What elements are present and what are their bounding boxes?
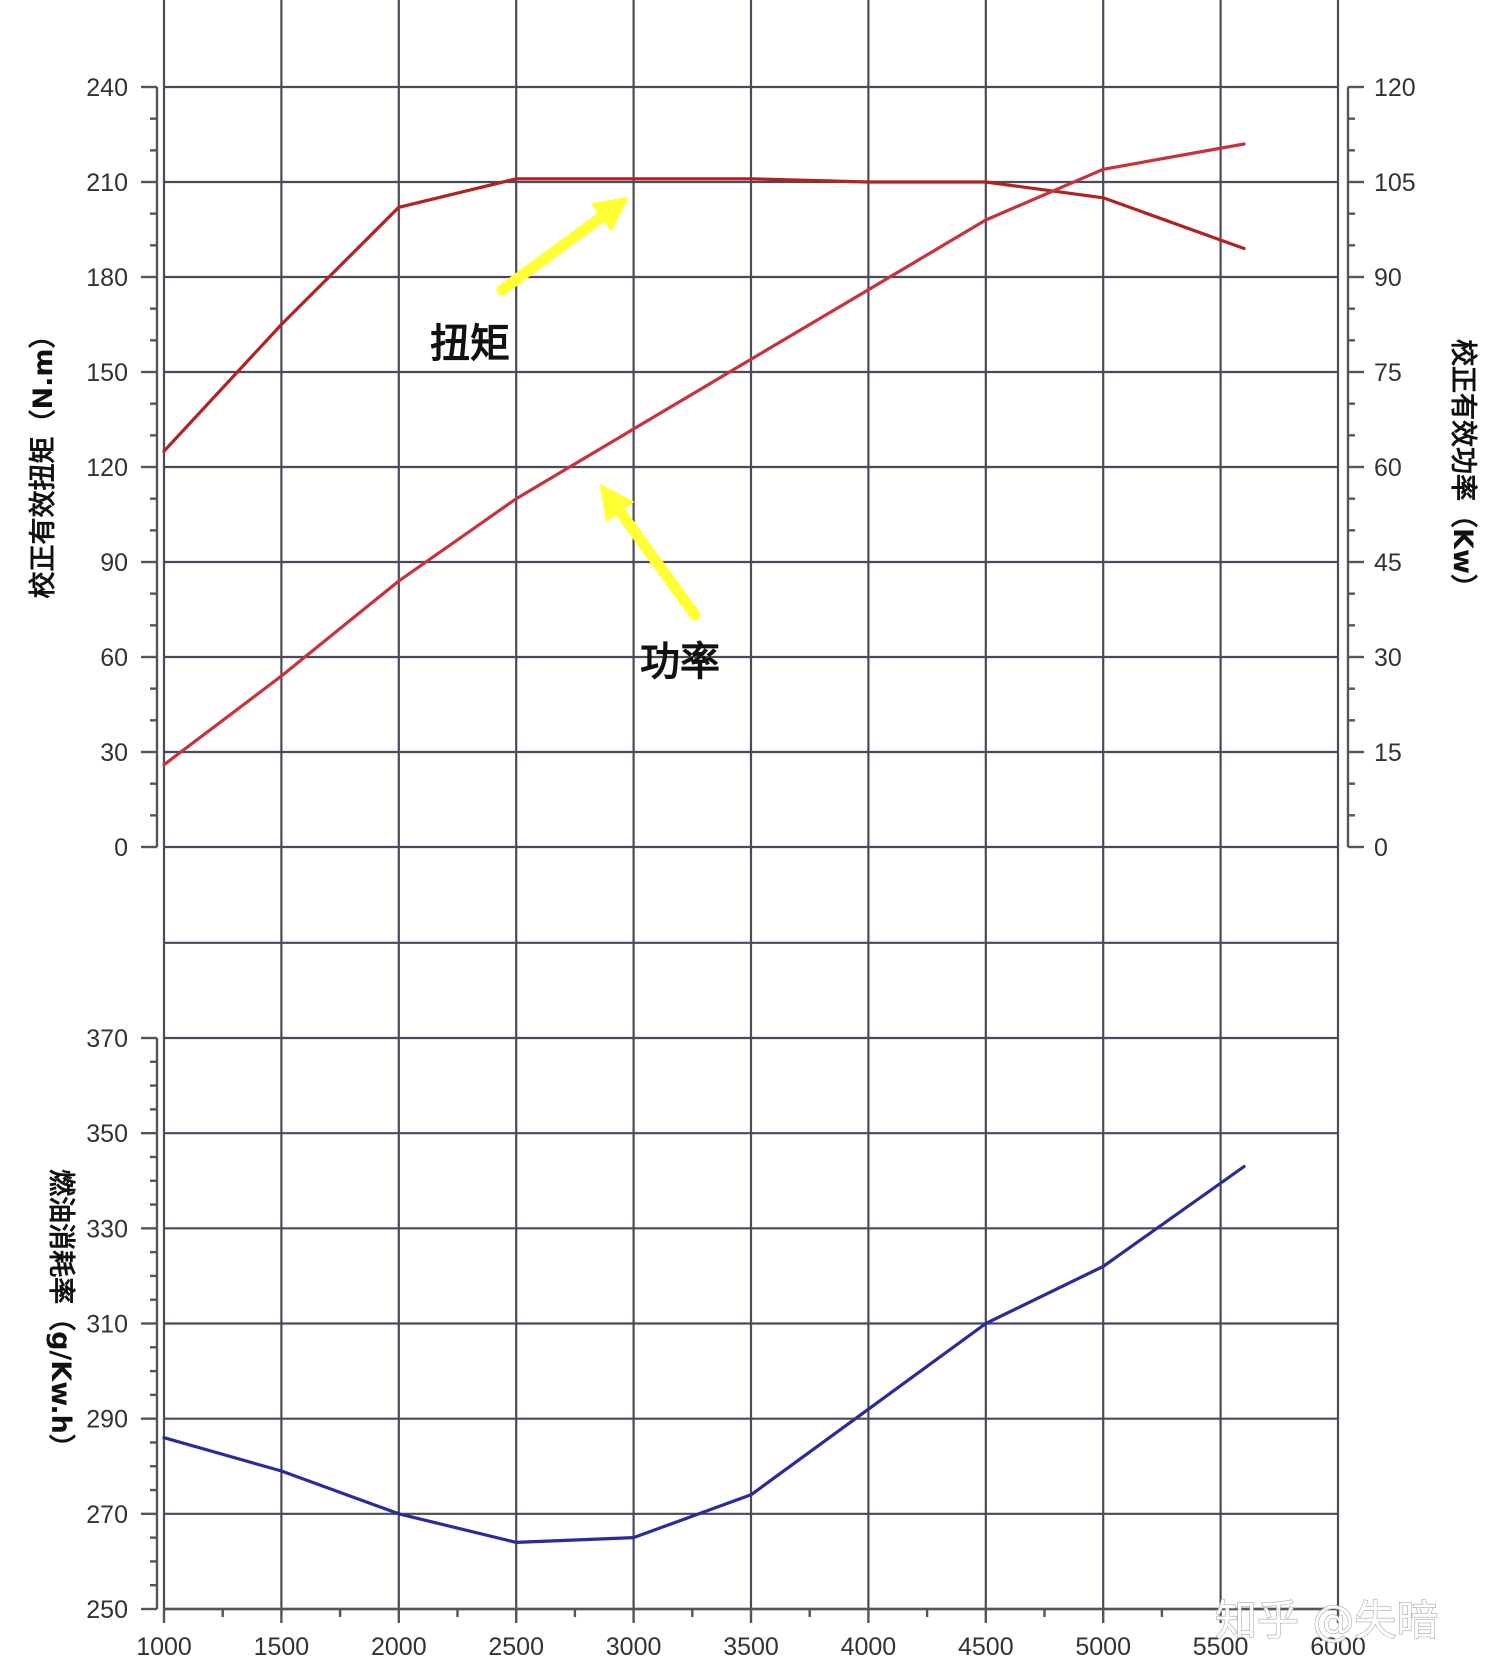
left-tick-label: 240 bbox=[86, 74, 128, 102]
torque-annotation-arrow bbox=[496, 196, 630, 296]
grid bbox=[162, 0, 1340, 1611]
right-tick-label: 15 bbox=[1374, 739, 1402, 767]
bottom-tick-label: 250 bbox=[86, 1596, 128, 1624]
axes: 0 30 60 90 120 150 180 210 240 0 15 30 45 60 75 90 105 12… bbox=[27, 74, 1479, 1661]
right-tick-label: 120 bbox=[1374, 74, 1416, 102]
power-line bbox=[162, 142, 1246, 767]
left-axis-title: 校正有效扭矩（N.m） bbox=[27, 322, 59, 599]
bottom-tick-label: 310 bbox=[86, 1311, 128, 1339]
left-tick-label: 30 bbox=[100, 739, 128, 767]
torque-annotation-label: 扭矩 bbox=[430, 321, 510, 367]
power-annotation-arrow bbox=[599, 483, 701, 621]
right-tick-label: 105 bbox=[1374, 169, 1416, 197]
series bbox=[162, 142, 1246, 1545]
bottom-tick-label: 270 bbox=[86, 1501, 128, 1529]
x-tick-label: 1000 bbox=[136, 1633, 192, 1661]
right-tick-label: 90 bbox=[1374, 264, 1402, 292]
left-tick-label: 210 bbox=[86, 169, 128, 197]
left-tick-label: 60 bbox=[100, 644, 128, 672]
right-axis-title: 校正有效功率（Kw） bbox=[1447, 339, 1479, 601]
left-tick-label: 150 bbox=[86, 359, 128, 387]
x-tick-label: 3000 bbox=[606, 1633, 662, 1661]
x-tick-label: 4500 bbox=[958, 1633, 1014, 1661]
torque-line bbox=[162, 177, 1246, 453]
bottom-tick-label: 330 bbox=[86, 1215, 128, 1243]
x-tick-label: 3500 bbox=[723, 1633, 779, 1661]
x-tick-label: 5000 bbox=[1075, 1633, 1131, 1661]
right-tick-label: 45 bbox=[1374, 549, 1402, 577]
left-tick-label: 0 bbox=[114, 834, 128, 862]
left-tick-label: 90 bbox=[100, 549, 128, 577]
bottom-tick-label: 290 bbox=[86, 1406, 128, 1434]
right-tick-label: 30 bbox=[1374, 644, 1402, 672]
power-annotation-label: 功率 bbox=[640, 639, 720, 685]
x-tick-label: 2500 bbox=[488, 1633, 544, 1661]
bottom-tick-label: 370 bbox=[86, 1025, 128, 1053]
right-tick-label: 75 bbox=[1374, 359, 1402, 387]
x-tick-label: 1500 bbox=[254, 1633, 310, 1661]
left-tick-label: 120 bbox=[86, 454, 128, 482]
x-tick-label: 5500 bbox=[1193, 1633, 1249, 1661]
bottom-tick-label: 350 bbox=[86, 1120, 128, 1148]
bottom-axis-title: 燃油消耗率（g/Kw.h） bbox=[45, 1169, 77, 1461]
fuel-consumption-line bbox=[162, 1164, 1246, 1545]
x-tick-label: 4000 bbox=[841, 1633, 897, 1661]
watermark: 知乎 @失暗 bbox=[1215, 1596, 1438, 1645]
annotations: 扭矩 功率 bbox=[430, 196, 720, 685]
left-tick-label: 180 bbox=[86, 264, 128, 292]
right-tick-label: 60 bbox=[1374, 454, 1402, 482]
x-tick-label: 2000 bbox=[371, 1633, 427, 1661]
x-tick-label: 6000 bbox=[1310, 1633, 1366, 1661]
right-tick-label: 0 bbox=[1374, 834, 1388, 862]
